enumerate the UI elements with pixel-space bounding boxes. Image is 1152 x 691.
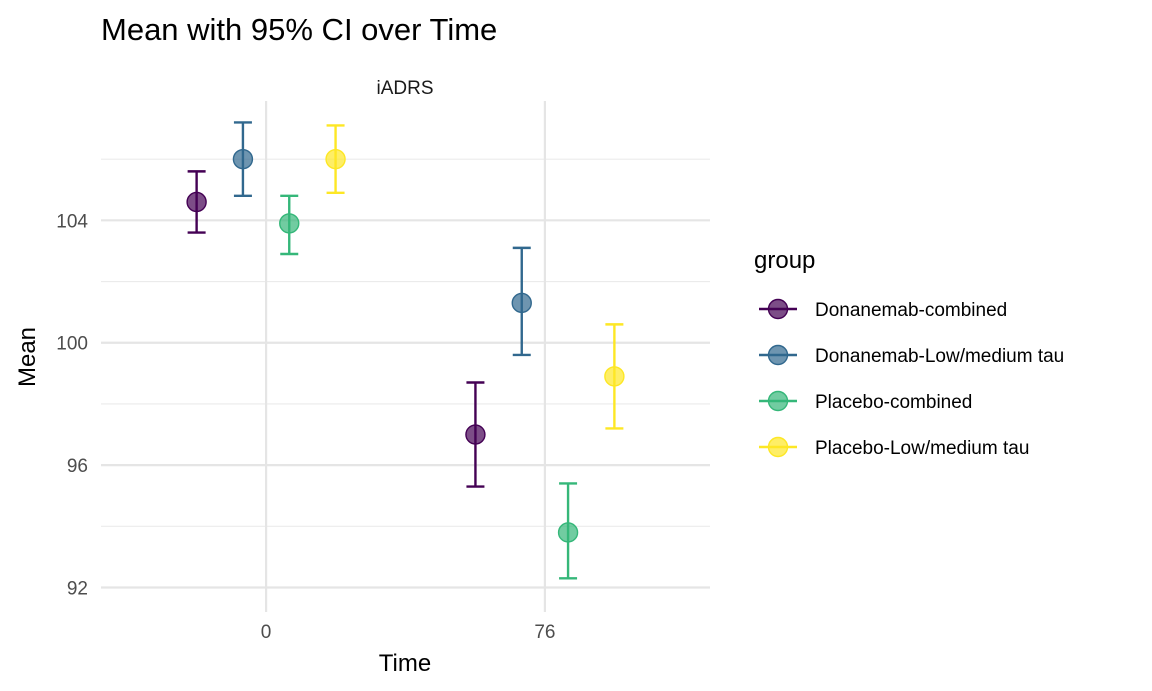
data-point <box>232 148 254 170</box>
error-bar-point <box>325 124 346 194</box>
legend-label: Donanemab-combined <box>815 300 1007 321</box>
data-point <box>465 424 486 445</box>
data-point <box>557 522 579 543</box>
error-bar-point <box>604 323 625 430</box>
legend-key-point <box>767 298 789 320</box>
legend: group Donanemab-combined Donanemab-Low/me… <box>754 247 1064 459</box>
error-bar-point <box>279 194 300 256</box>
y-tick-label: 92 <box>67 579 88 600</box>
data-point <box>279 213 300 234</box>
legend-item: Donanemab-combined <box>759 298 1007 321</box>
legend-title: group <box>754 247 815 274</box>
legend-key-point <box>767 390 789 412</box>
y-axis-title: Mean <box>14 327 41 387</box>
error-bar-point <box>232 121 254 198</box>
grid-minor <box>101 158 710 527</box>
data-point <box>604 366 625 387</box>
error-bar-point <box>511 246 532 357</box>
data-marks <box>186 121 625 580</box>
y-tick-label: 104 <box>56 211 88 232</box>
legend-label: Placebo-Low/medium tau <box>815 438 1029 459</box>
x-axis-title: Time <box>379 650 431 677</box>
data-point <box>325 148 346 170</box>
y-tick-label: 96 <box>67 456 88 477</box>
legend-key-point <box>767 436 789 458</box>
legend-label: Placebo-combined <box>815 392 972 413</box>
legend-item: Placebo-Low/medium tau <box>759 436 1029 459</box>
legend-item: Donanemab-Low/medium tau <box>759 344 1064 367</box>
legend-item: Placebo-combined <box>759 390 972 413</box>
legend-key-point <box>767 344 789 366</box>
grid-major <box>101 101 710 612</box>
error-bar-point <box>465 381 486 488</box>
error-bar-point <box>557 482 579 580</box>
axis-ticks: 92 96 100 104 0 76 <box>56 211 555 643</box>
data-point <box>511 292 532 314</box>
panel-strip-label: iADRS <box>376 78 433 99</box>
x-tick-label: 0 <box>261 622 272 643</box>
data-point <box>186 191 207 213</box>
chart-title: Mean with 95% CI over Time <box>101 12 497 47</box>
x-tick-label: 76 <box>534 622 555 643</box>
legend-label: Donanemab-Low/medium tau <box>815 346 1064 367</box>
error-bar-point <box>186 170 207 234</box>
y-tick-label: 100 <box>56 334 88 355</box>
